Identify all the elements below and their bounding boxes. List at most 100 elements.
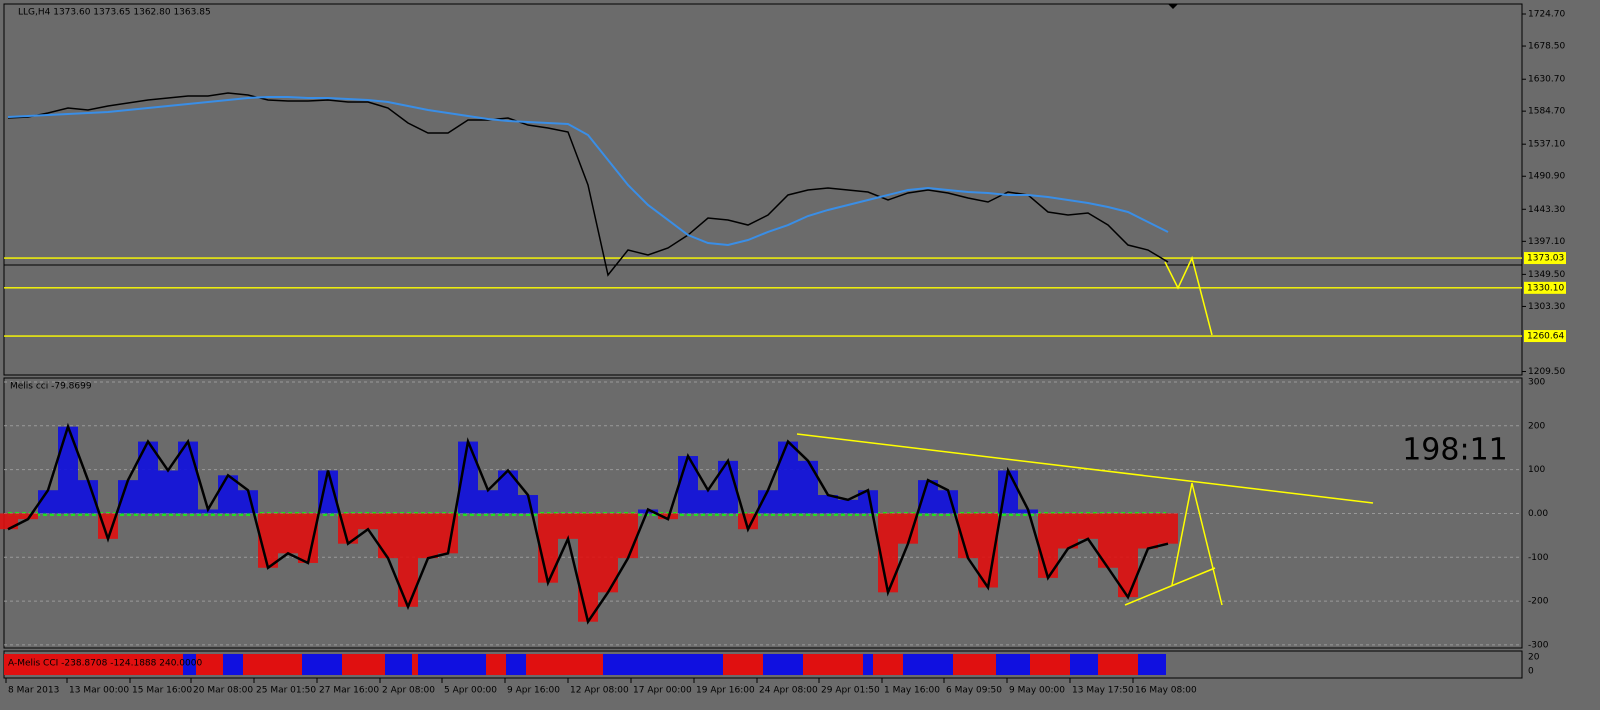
strip-segment — [342, 654, 385, 675]
projection-line — [1164, 255, 1213, 336]
cci-bar — [898, 513, 918, 544]
cci-bar — [578, 513, 598, 622]
cci-bar — [158, 470, 178, 514]
y-tick-label: 1584.70 — [1528, 107, 1565, 117]
strip-segment — [412, 654, 418, 675]
strip-segment — [385, 654, 412, 675]
price-title: LLG,H4 1373.60 1373.65 1362.80 1363.85 — [18, 8, 211, 18]
x-tick-label: 29 Apr 01:50 — [821, 686, 880, 696]
x-tick-label: 25 Mar 01:50 — [256, 686, 316, 696]
strip-segment — [183, 654, 196, 675]
cci-bar — [758, 490, 778, 514]
strip-segment — [196, 654, 223, 675]
cci-bar — [458, 441, 478, 514]
x-tick-label: 13 Mar 00:00 — [69, 686, 129, 696]
strip-segment — [4, 654, 183, 675]
cci-bar — [618, 513, 638, 559]
y-tick-label: 1443.30 — [1528, 205, 1565, 215]
cci-bar — [1118, 513, 1138, 598]
level-label: 1373.03 — [1527, 254, 1564, 264]
cci-title: Melis cci -79.8699 — [10, 382, 92, 392]
y-tick-label: 1490.90 — [1528, 172, 1565, 182]
level-label: 1260.64 — [1527, 332, 1564, 342]
strip-segment — [803, 654, 863, 675]
cci-bar — [498, 470, 518, 514]
y-tick-label: 1678.50 — [1528, 42, 1565, 52]
strip-segment — [486, 654, 506, 675]
x-tick-label: 9 May 00:00 — [1009, 686, 1065, 696]
cci-bar — [298, 513, 318, 563]
trend-line — [1124, 567, 1216, 606]
y-tick-label: 1630.70 — [1528, 75, 1565, 85]
strip-segment — [953, 654, 996, 675]
cci-bar — [1058, 513, 1078, 549]
cci-bar — [118, 480, 138, 514]
strip-segment — [1030, 654, 1070, 675]
y-tick-label: 1209.50 — [1528, 367, 1565, 377]
cci-bar — [478, 490, 498, 514]
cci-bar — [518, 495, 538, 514]
cci-bar — [138, 441, 158, 514]
level-label: 1330.10 — [1527, 283, 1564, 293]
x-tick-label: 24 Apr 08:00 — [759, 686, 818, 696]
x-tick-label: 2 Apr 08:00 — [382, 686, 435, 696]
strip-segment — [873, 654, 903, 675]
cci-bar — [98, 513, 118, 539]
strip-segment — [1138, 654, 1166, 675]
y-tick-label: 100 — [1528, 465, 1545, 475]
strip-segment — [723, 654, 763, 675]
x-tick-label: 15 Mar 16:00 — [132, 686, 192, 696]
cci-bar — [58, 426, 78, 514]
cci-bar — [798, 460, 818, 514]
strip-segment — [1098, 654, 1138, 675]
x-tick-label: 6 May 09:50 — [946, 686, 1002, 696]
price-panel — [3, 3, 1523, 376]
cci-bar — [698, 490, 718, 514]
x-tick-label: 19 Apr 16:00 — [696, 686, 755, 696]
y-tick-label: -100 — [1528, 553, 1549, 563]
strip-segment — [996, 654, 1030, 675]
cci-bar — [1078, 513, 1098, 539]
strip-segment — [863, 654, 873, 675]
level-box — [1524, 252, 1566, 265]
level-box — [1524, 281, 1566, 294]
strip-segment — [418, 654, 486, 675]
cci-bar — [598, 513, 618, 593]
cci-bar — [1158, 513, 1178, 544]
strip-segment — [506, 654, 526, 675]
y-tick-label: 1349.50 — [1528, 270, 1565, 280]
strip-segment — [763, 654, 803, 675]
cci-bar — [378, 513, 398, 559]
strip-segment — [603, 654, 723, 675]
cci-bar — [258, 513, 278, 568]
cci-bar — [78, 480, 98, 514]
y-tick-label: 1397.10 — [1528, 237, 1565, 247]
x-tick-label: 5 Apr 00:00 — [444, 686, 497, 696]
trend-line — [796, 433, 1374, 504]
y-tick-label: 1537.10 — [1528, 140, 1565, 150]
cci-bar — [1138, 513, 1158, 549]
cci-bar — [418, 513, 438, 559]
cci-bar — [278, 513, 298, 554]
cci-bar — [558, 513, 578, 539]
shift-marker — [1168, 4, 1178, 9]
strip-segment — [1070, 654, 1098, 675]
series-line — [7, 95, 1169, 247]
strip-segment — [526, 654, 603, 675]
strip — [4, 654, 1166, 675]
cci-bar — [918, 480, 938, 514]
strip-segment — [243, 654, 302, 675]
y-tick-label: 20 — [1528, 653, 1540, 663]
x-tick-label: 27 Mar 16:00 — [319, 686, 379, 696]
cci-bar — [978, 513, 998, 588]
x-tick-label: 16 May 08:00 — [1135, 686, 1197, 696]
projection-line — [1171, 482, 1223, 606]
y-tick-label: 1724.70 — [1528, 9, 1565, 19]
cci-bar — [838, 499, 858, 514]
y-tick-label: -300 — [1528, 640, 1549, 650]
strip-segment — [903, 654, 953, 675]
cci-bar — [778, 441, 798, 514]
cci-bar — [858, 490, 878, 514]
